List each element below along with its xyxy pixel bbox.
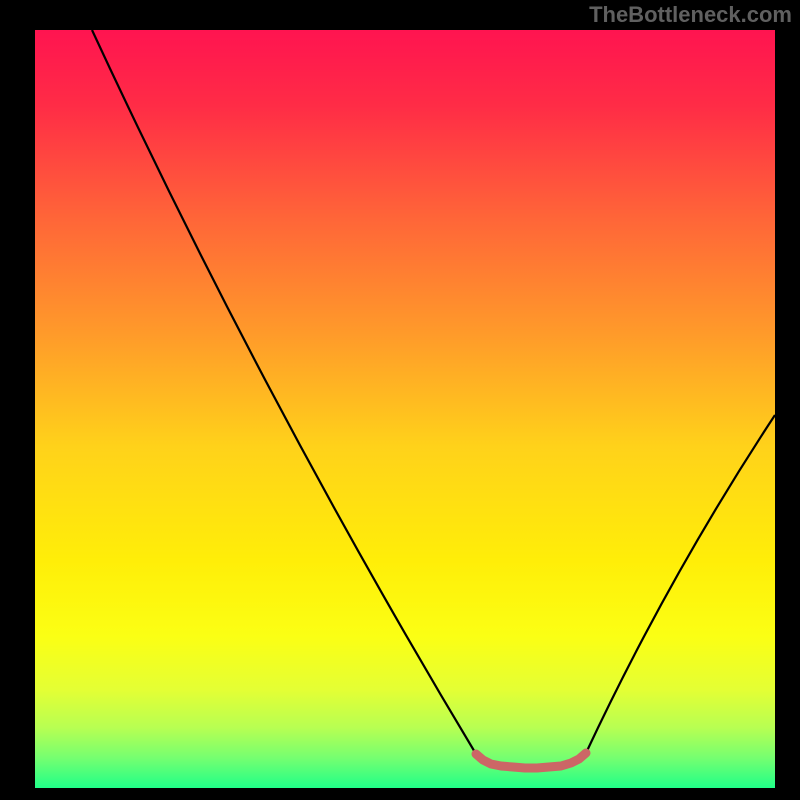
plot-area	[35, 30, 775, 788]
watermark-text: TheBottleneck.com	[589, 2, 792, 28]
bottom-marker	[476, 753, 586, 768]
curve-layer	[35, 30, 775, 788]
v-curve-left	[92, 30, 476, 754]
chart-container: TheBottleneck.com	[0, 0, 800, 800]
v-curve-right	[586, 415, 775, 753]
